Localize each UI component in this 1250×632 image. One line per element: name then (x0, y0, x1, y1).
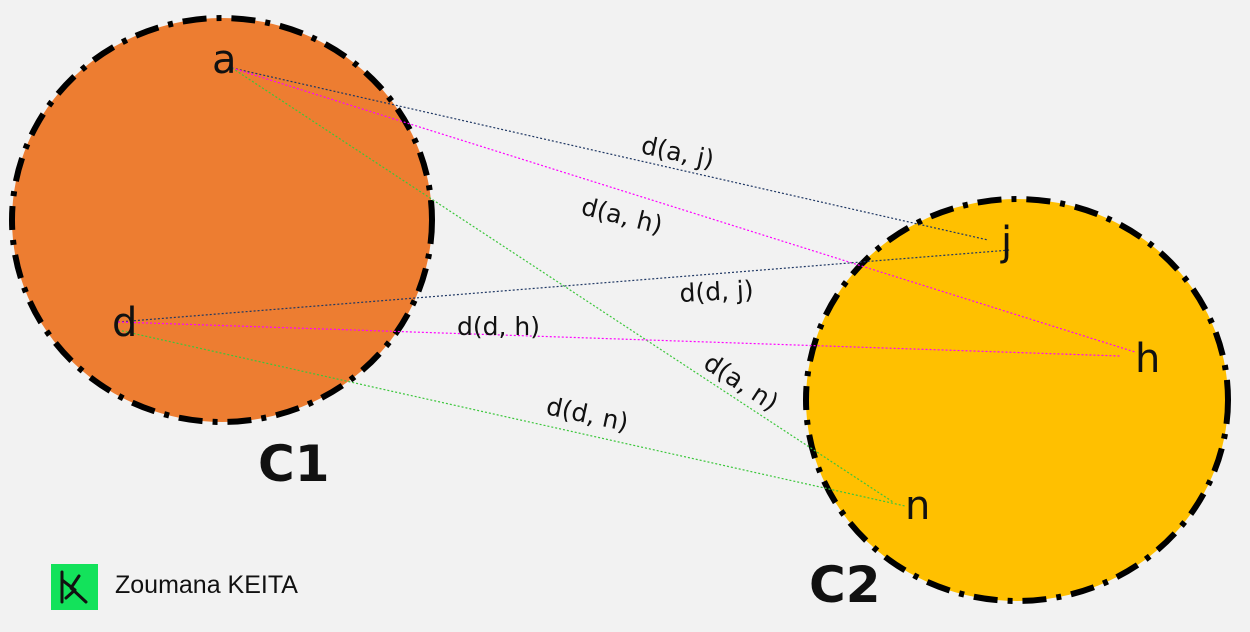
distance-label-d-n: d(d, n) (544, 392, 631, 438)
distance-line-d-j (117, 249, 1011, 323)
cluster-label-c2: C2 (809, 556, 880, 614)
point-label-h: h (1135, 336, 1160, 382)
author-logo (51, 564, 98, 610)
distance-line-a-h (231, 67, 1136, 353)
logo-mark-icon (60, 570, 88, 604)
cluster-label-c1: C1 (258, 435, 329, 493)
distance-line-a-j (231, 67, 989, 241)
point-label-n: n (905, 483, 930, 529)
author-name: Zoumana KEITA (115, 571, 298, 599)
cluster-c1-circle (9, 15, 435, 425)
logo-background (51, 564, 98, 610)
point-label-j: j (1000, 219, 1012, 265)
distance-label-a-h: d(a, h) (579, 192, 666, 240)
cluster-c2-circle (803, 196, 1231, 604)
distance-label-a-j: d(a, j) (639, 131, 717, 175)
distance-label-d-h: d(d, h) (457, 312, 540, 341)
point-label-d: d (112, 300, 137, 346)
distance-line-d-h (117, 321, 1121, 357)
distance-line-d-n (117, 329, 906, 507)
distance-label-d-j: d(d, j) (679, 275, 755, 308)
point-label-a: a (212, 37, 237, 83)
